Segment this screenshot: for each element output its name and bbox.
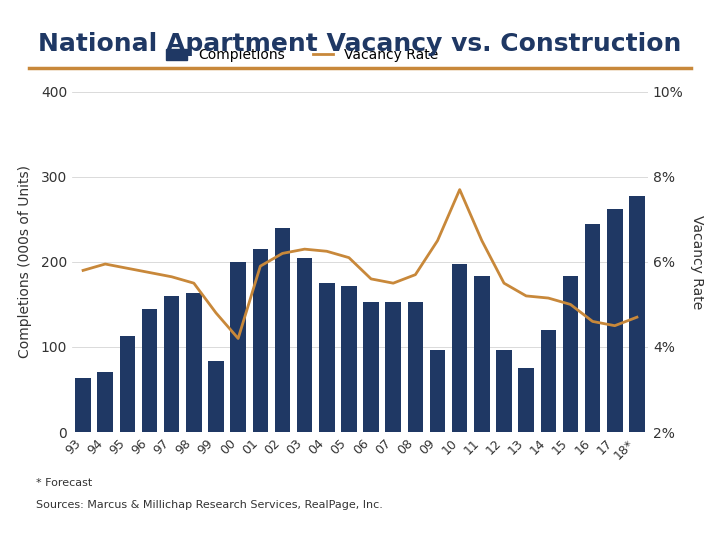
Text: Sources: Marcus & Millichap Research Services, RealPage, Inc.: Sources: Marcus & Millichap Research Ser… bbox=[36, 500, 383, 510]
Bar bbox=[385, 302, 401, 432]
Bar bbox=[120, 336, 135, 432]
Y-axis label: Completions (000s of Units): Completions (000s of Units) bbox=[19, 165, 32, 359]
Bar bbox=[430, 349, 445, 432]
Bar bbox=[164, 296, 179, 432]
Bar bbox=[186, 293, 202, 432]
Bar bbox=[230, 262, 246, 432]
Bar bbox=[452, 265, 467, 432]
Y-axis label: Vacancy Rate: Vacancy Rate bbox=[690, 215, 704, 309]
Bar bbox=[585, 224, 600, 432]
Bar bbox=[208, 361, 224, 432]
Bar bbox=[253, 249, 268, 432]
Bar bbox=[496, 349, 512, 432]
Bar bbox=[364, 302, 379, 432]
Bar bbox=[142, 309, 157, 432]
Legend: Completions, Vacancy Rate: Completions, Vacancy Rate bbox=[162, 44, 443, 66]
Bar bbox=[319, 283, 335, 432]
Bar bbox=[275, 228, 290, 432]
Bar bbox=[541, 330, 556, 432]
Text: * Forecast: * Forecast bbox=[36, 478, 92, 488]
Bar bbox=[341, 286, 356, 432]
Bar bbox=[563, 276, 578, 432]
Bar bbox=[97, 373, 113, 432]
Bar bbox=[297, 259, 312, 432]
Bar bbox=[474, 276, 490, 432]
Bar bbox=[518, 368, 534, 432]
Text: National Apartment Vacancy vs. Construction: National Apartment Vacancy vs. Construct… bbox=[38, 32, 682, 56]
Bar bbox=[76, 379, 91, 432]
Bar bbox=[607, 209, 623, 432]
Bar bbox=[629, 195, 644, 432]
Bar bbox=[408, 302, 423, 432]
